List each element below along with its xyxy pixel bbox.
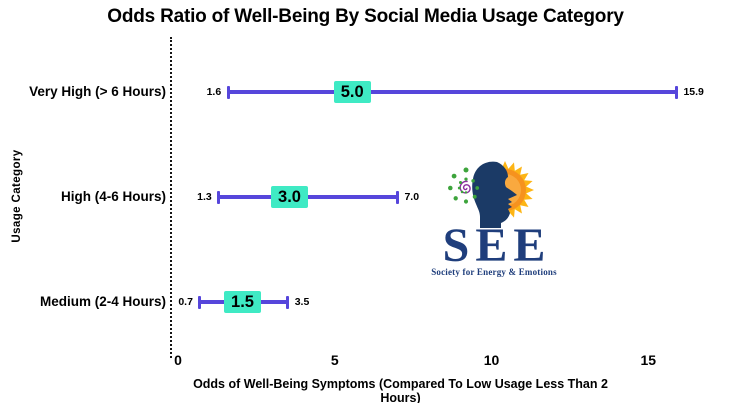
chart-title: Odds Ratio of Well-Being By Social Media… <box>107 6 624 27</box>
x-tick-label: 15 <box>640 352 657 368</box>
odds-value-badge: 5.0 <box>333 81 371 103</box>
ci-high-label: 3.5 <box>294 296 310 308</box>
errorbar-cap-low <box>217 190 221 204</box>
ci-low-label: 1.6 <box>206 86 222 98</box>
ci-low-label: 1.3 <box>197 191 212 203</box>
ci-high-label: 15.9 <box>683 86 704 98</box>
errorbar-cap-low <box>226 85 230 99</box>
ci-low-label: 0.7 <box>178 296 193 308</box>
category-label: Medium (2-4 Hours) <box>39 294 166 309</box>
x-tick-label: 10 <box>483 352 500 368</box>
x-axis-title: Odds of Well-Being Symptoms (Compared To… <box>193 377 608 403</box>
category-label: Very High (> 6 Hours) <box>29 84 166 99</box>
odds-value-badge: 1.5 <box>224 291 261 313</box>
green-spiral-dots-icon <box>448 167 480 204</box>
odds-value-badge: 3.0 <box>271 186 308 208</box>
ci-high-label: 7.0 <box>404 191 420 203</box>
errorbar-cap-high <box>395 190 399 204</box>
see-logo-watermark: SEE Society for Energy & Emotions <box>428 156 560 277</box>
head-profile-icon <box>472 161 517 228</box>
errorbar-line <box>218 195 398 199</box>
x-tick-label: 0 <box>174 352 182 368</box>
errorbar-cap-high <box>674 85 678 99</box>
category-label: High (4-6 Hours) <box>60 189 166 204</box>
see-logo-emblem <box>448 161 534 228</box>
baseline-dotted-line <box>170 37 172 358</box>
errorbar-cap-low <box>198 295 202 309</box>
logo-tagline: Society for Energy & Emotions <box>431 267 557 277</box>
x-tick-label: 5 <box>330 352 339 368</box>
errorbar-cap-high <box>286 295 290 309</box>
logo-acronym: SEE <box>442 219 552 272</box>
errorbar-line <box>228 90 677 94</box>
